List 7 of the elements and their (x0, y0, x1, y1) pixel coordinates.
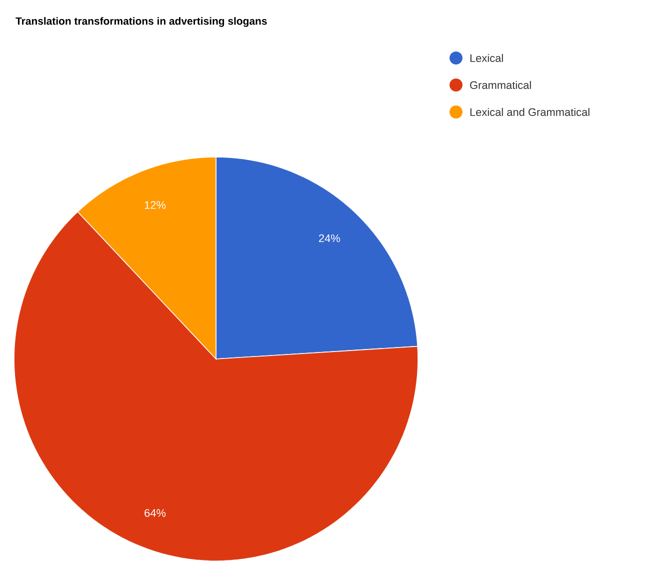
legend-label: Lexical (470, 54, 503, 62)
data-label: 24% (318, 234, 340, 242)
data-label: 12% (144, 201, 166, 209)
legend-label: Lexical and Grammatical (470, 108, 590, 116)
legend-label: Grammatical (470, 80, 531, 90)
chart-title: Translation transformations in advertising slogans (16, 17, 267, 27)
data-label: 64% (144, 509, 166, 517)
